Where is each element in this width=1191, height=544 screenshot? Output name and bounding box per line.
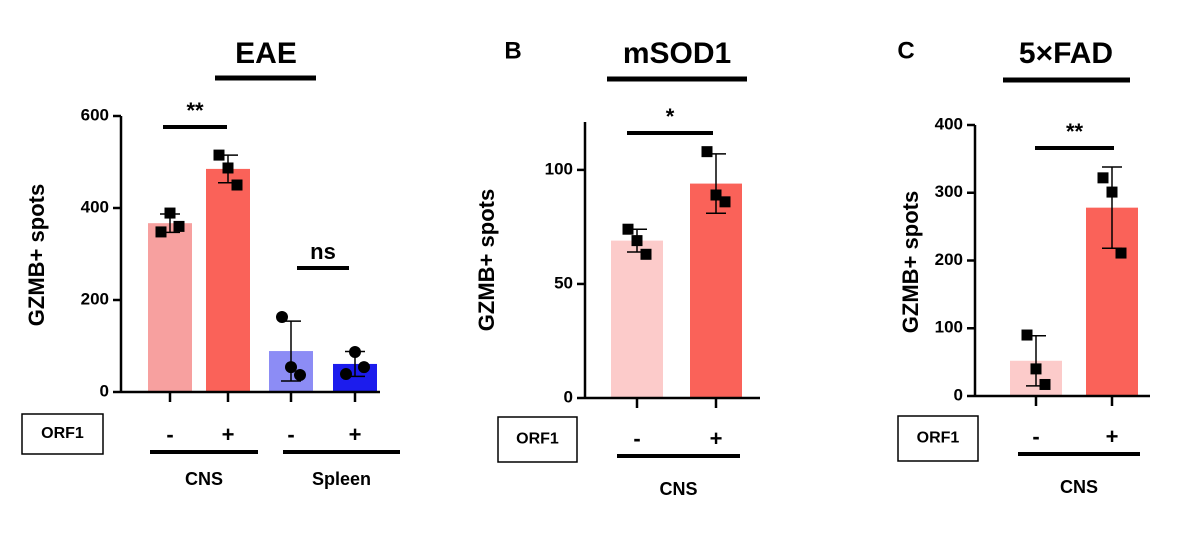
data-point	[710, 189, 722, 201]
panel-label: B	[504, 37, 521, 64]
data-point	[294, 368, 306, 381]
row-label: ORF1	[917, 430, 960, 447]
bar	[206, 168, 250, 392]
y-tick-label: 100	[935, 318, 963, 337]
y-axis-label: GZMB+ spots	[898, 191, 923, 333]
y-axis-label: GZMB+ spots	[24, 184, 49, 326]
row-label-box	[21, 413, 104, 455]
significance-label: ns	[310, 239, 336, 264]
data-point	[213, 149, 225, 161]
data-point	[340, 368, 352, 381]
data-point	[1039, 378, 1051, 390]
y-tick-label: 600	[81, 105, 109, 124]
data-point	[164, 207, 176, 219]
bar	[611, 240, 663, 398]
x-tick-label: +	[710, 426, 723, 451]
chart-title: EAE	[235, 37, 297, 70]
x-tick-label: -	[633, 426, 640, 451]
y-tick-label: 50	[554, 273, 573, 292]
data-point	[622, 223, 634, 235]
data-point	[231, 179, 243, 191]
y-tick-label: 0	[100, 381, 109, 400]
row-label: ORF1	[41, 425, 84, 442]
group-label: CNS	[659, 479, 697, 499]
data-point	[719, 196, 731, 208]
x-tick-label: -	[166, 422, 173, 447]
x-tick-label: +	[349, 422, 362, 447]
data-point	[349, 345, 361, 358]
y-tick-label: 200	[81, 289, 109, 308]
x-tick-label: -	[1032, 424, 1039, 449]
x-tick-label: -	[287, 422, 294, 447]
significance-label: *	[666, 104, 675, 129]
data-point	[631, 235, 643, 247]
x-tick-label: +	[222, 422, 235, 447]
y-tick-label: 400	[81, 197, 109, 216]
data-point	[701, 146, 713, 158]
data-point	[1097, 172, 1109, 184]
data-point	[276, 311, 288, 324]
chart-title: mSOD1	[623, 37, 731, 70]
row-label-box	[497, 416, 578, 463]
y-tick-label: 200	[935, 250, 963, 269]
y-axis-label: GZMB+ spots	[474, 189, 499, 331]
bar	[690, 183, 742, 398]
y-tick-label: 0	[564, 387, 573, 406]
group-label: CNS	[1060, 477, 1098, 497]
y-tick-label: 100	[545, 159, 573, 178]
significance-label: **	[1066, 119, 1084, 144]
y-tick-label: 300	[935, 182, 963, 201]
significance-label: **	[186, 98, 204, 123]
panel-label: C	[897, 37, 914, 64]
data-point	[1106, 186, 1118, 198]
chart-title: 5×FAD	[1019, 37, 1113, 70]
data-point	[1115, 247, 1127, 259]
data-point	[358, 361, 370, 374]
data-point	[173, 220, 185, 232]
data-point	[155, 226, 167, 238]
data-point	[640, 248, 652, 260]
data-point	[222, 162, 234, 174]
y-tick-label: 0	[954, 385, 963, 404]
group-label: CNS	[185, 469, 223, 489]
y-tick-label: 400	[935, 114, 963, 133]
data-point	[1030, 363, 1042, 375]
x-tick-label: +	[1106, 424, 1119, 449]
row-label-box	[897, 415, 979, 462]
data-point	[1021, 329, 1033, 341]
group-label: Spleen	[312, 469, 371, 489]
bar	[148, 223, 192, 392]
row-label: ORF1	[516, 431, 559, 448]
data-point	[285, 361, 297, 374]
